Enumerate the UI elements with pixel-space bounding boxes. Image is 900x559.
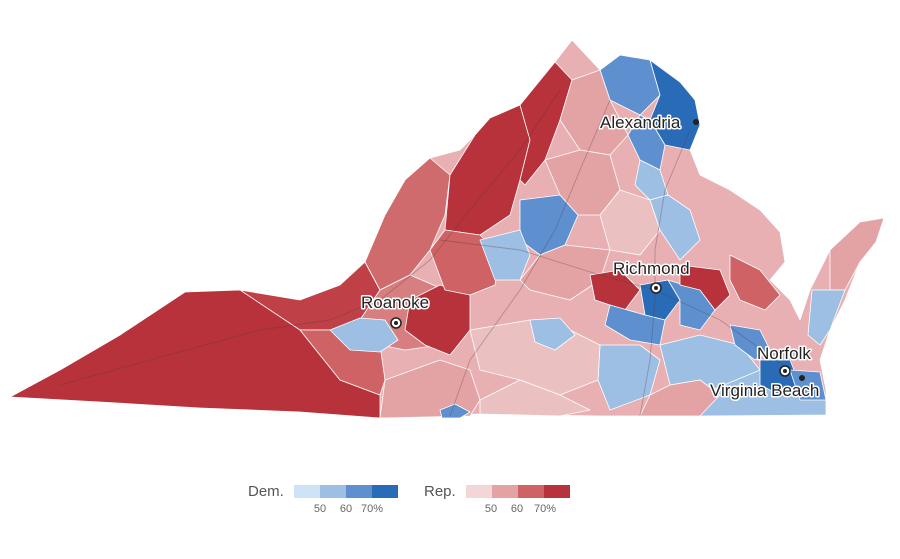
- county-richmond-city: [639, 279, 681, 321]
- legend-dem-swatch-2: [320, 485, 346, 498]
- county-fauquier: [559, 69, 629, 156]
- county-eastern-shore-north: [829, 217, 885, 291]
- interstate-81: [59, 89, 561, 386]
- legend-dem-tick-60: 60: [339, 503, 353, 515]
- city-label-richmond: Richmond: [613, 259, 690, 278]
- city-norfolk: Norfolk: [756, 343, 813, 377]
- county-southside-pink: [639, 379, 721, 417]
- county-piedmont-3: [649, 194, 701, 261]
- county-goochland: [589, 269, 641, 311]
- legend-rep-tick-60: 60: [510, 503, 524, 515]
- county-fairfax: [649, 59, 701, 151]
- city-alexandria: Alexandria: [599, 112, 699, 134]
- legend-rep-label: Rep.: [424, 483, 456, 500]
- legend-rep-swatch-3: [518, 485, 544, 498]
- interstate-64: [439, 239, 791, 371]
- legend-dem: Dem. 50 60 70%: [248, 483, 408, 523]
- county-halifax: [479, 379, 591, 417]
- city-roanoke: Roanoke: [360, 292, 431, 329]
- county-albemarle-west: [479, 229, 531, 281]
- us-29: [449, 99, 611, 417]
- county-danville: [439, 403, 471, 419]
- legend-rep-swatch-2: [492, 485, 518, 498]
- legend-rep-tick-50: 50: [484, 503, 498, 515]
- roanoke-center-icon: [394, 321, 398, 325]
- county-northern-neck: [729, 254, 781, 311]
- county-eastern-shore-south: [807, 289, 846, 346]
- legend-dem-label: Dem.: [248, 483, 284, 500]
- county-piedmont-4: [519, 244, 611, 301]
- virginia-county-map: Alexandria Richmond Roanoke Norfolk Virg…: [9, 39, 885, 419]
- interstate-95: [639, 129, 691, 417]
- legend-rep-tick-70: 70%: [533, 503, 557, 515]
- norfolk-center-icon: [783, 369, 787, 373]
- county-roanoke-city: [329, 317, 399, 353]
- city-label-norfolk: Norfolk: [757, 344, 811, 363]
- county-peninsula: [729, 324, 771, 361]
- county-hanover: [679, 264, 731, 311]
- city-label-roanoke: Roanoke: [361, 293, 429, 312]
- county-virginia-beach: [789, 369, 827, 401]
- legend-rep-swatch-1: [466, 485, 492, 498]
- city-virginia-beach: Virginia Beach: [709, 375, 821, 402]
- legend-dem-tick-50: 50: [313, 503, 327, 515]
- alexandria-dot-icon: [693, 119, 699, 125]
- legend-rep: Rep. 50 60 70%: [424, 483, 584, 523]
- virginia-beach-dot-icon: [799, 375, 805, 381]
- legend-dem-swatch-4: [372, 485, 398, 498]
- legend-dem-swatch-3: [346, 485, 372, 498]
- city-label-alexandria: Alexandria: [600, 113, 681, 132]
- city-richmond: Richmond: [612, 258, 691, 294]
- legend-dem-tick-70: 70%: [360, 503, 384, 515]
- legend-dem-swatch-1: [294, 485, 320, 498]
- legend-rep-swatch-4: [544, 485, 570, 498]
- county-lynchburg-area: [529, 317, 576, 351]
- city-label-virginia-beach: Virginia Beach: [710, 381, 819, 400]
- richmond-center-icon: [654, 286, 658, 290]
